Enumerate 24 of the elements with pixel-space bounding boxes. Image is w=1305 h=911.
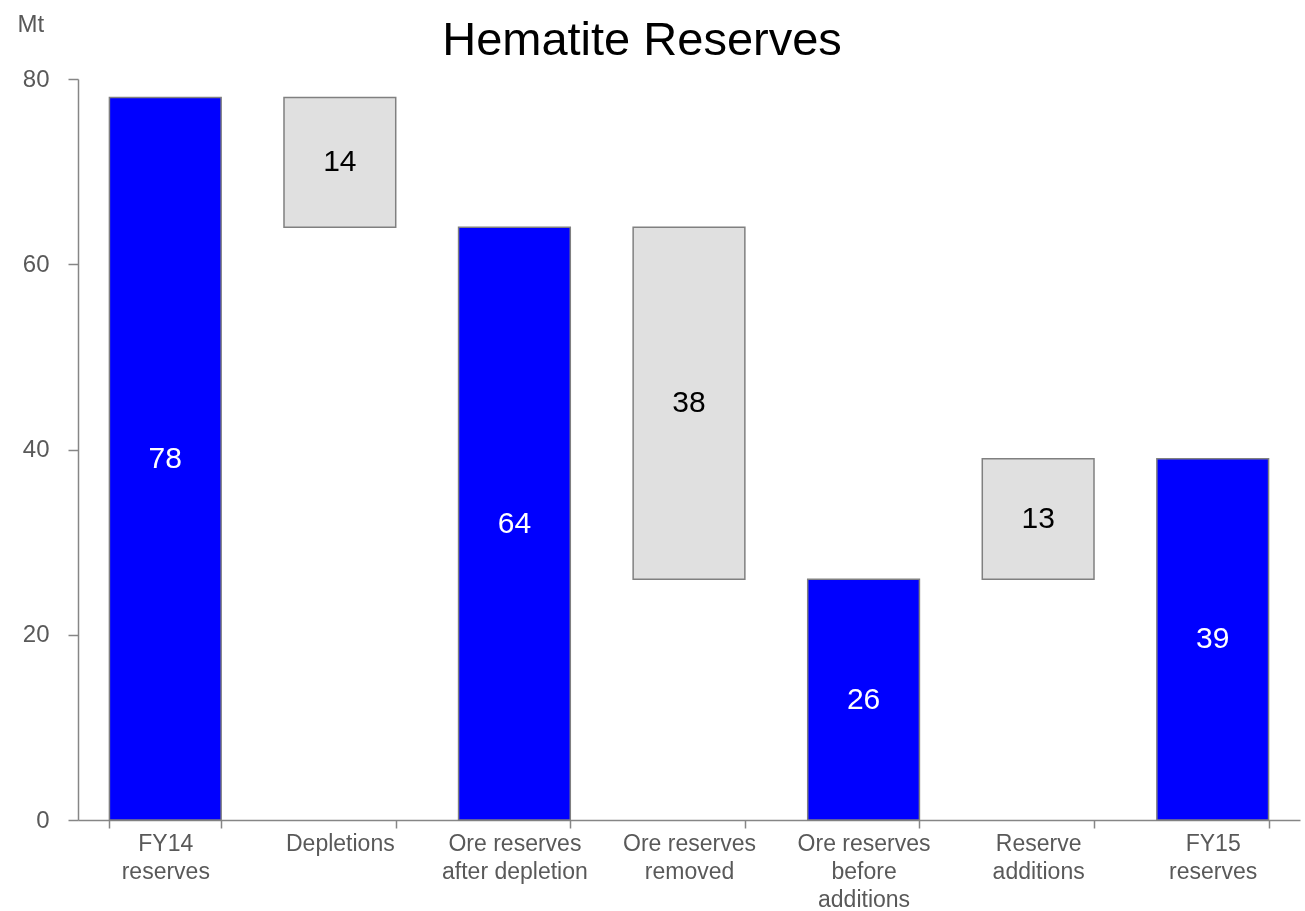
x-tick-label: Reserve additions (992, 829, 1085, 884)
bar (981, 458, 1095, 580)
x-tick-label: FY15 reserves (1169, 829, 1258, 884)
data-label: 78 (148, 440, 182, 474)
data-label: 13 (1021, 500, 1055, 534)
x-tick-label: Ore reserves before additions (797, 829, 931, 911)
chart-title: Hematite Reserves (442, 12, 842, 65)
x-tick-label: Ore reserves after depletion (442, 829, 588, 884)
y-tick-label: 40 (22, 435, 50, 462)
data-label: 64 (497, 505, 532, 539)
data-label: 39 (1196, 621, 1230, 655)
data-label: 26 (846, 681, 881, 715)
y-tick-label: 80 (22, 64, 50, 92)
y-tick-label: 20 (22, 620, 50, 648)
x-tick-label: Ore reserves removed (623, 829, 756, 884)
data-label: 38 (672, 385, 706, 419)
y-tick-label: 0 (36, 805, 50, 833)
x-tick-label: FY14 reserves (121, 829, 210, 884)
bar (283, 96, 397, 228)
x-tick-label: Depletions (286, 829, 395, 856)
bar (632, 226, 746, 580)
y-tick-label: 60 (22, 249, 50, 277)
y-axis-title: Mt (17, 9, 45, 37)
data-label: 14 (323, 144, 357, 178)
